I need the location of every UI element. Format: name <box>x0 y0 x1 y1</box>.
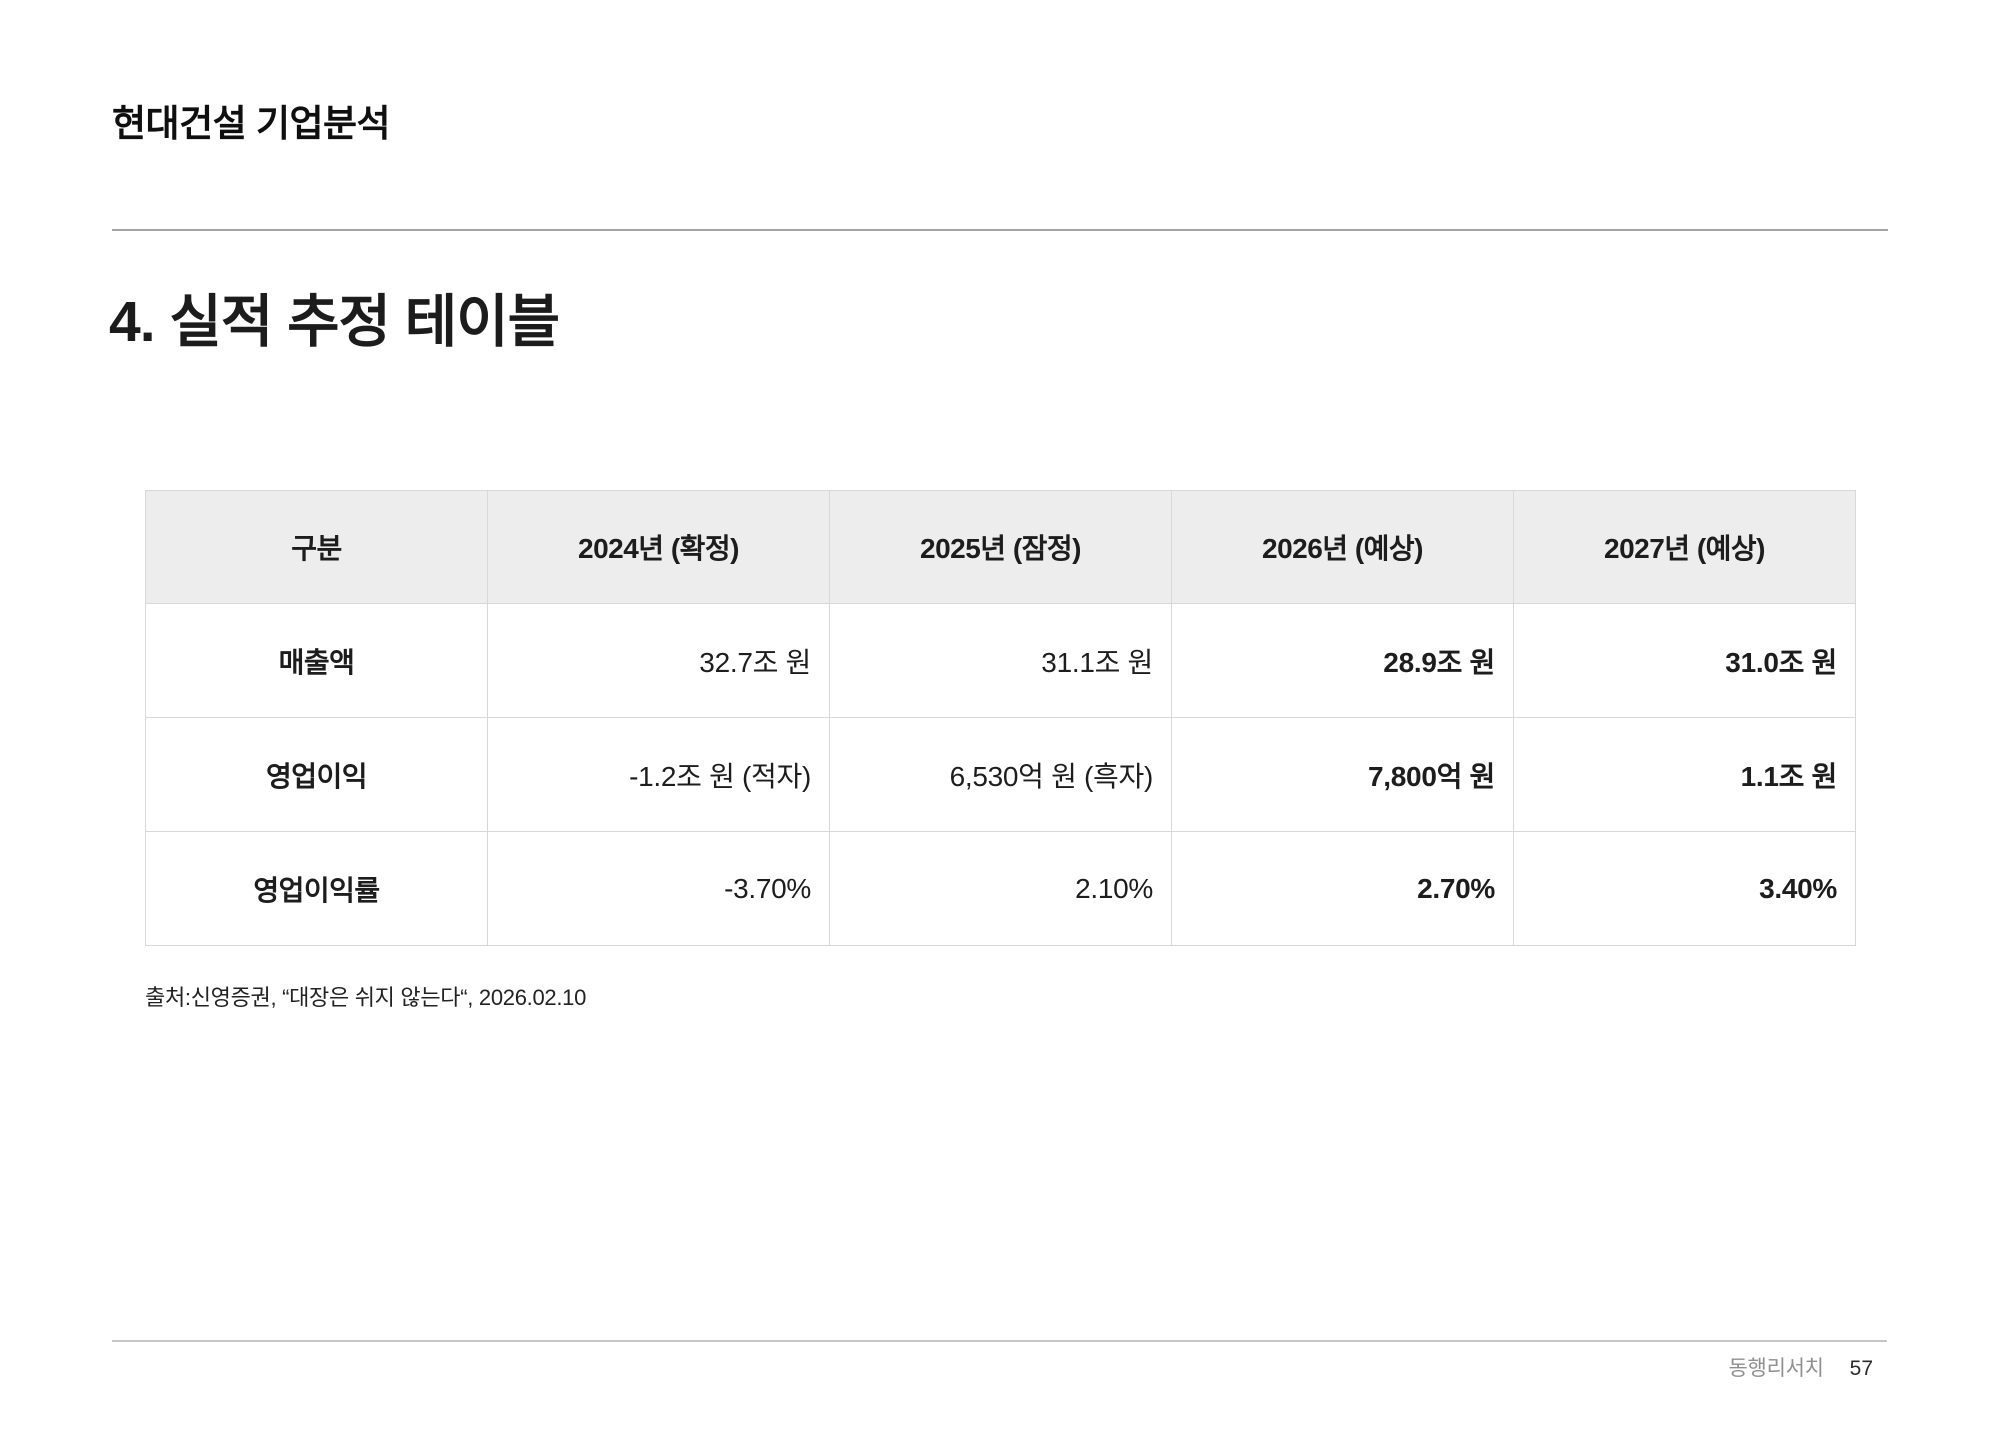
column-header-2026: 2026년 (예상) <box>1171 490 1514 604</box>
table-row-operating-margin: 영업이익률 -3.70% 2.10% 2.70% 3.40% <box>145 831 1856 946</box>
estimate-table: 구분 2024년 (확정) 2025년 (잠정) 2026년 (예상) 2027… <box>145 490 1856 946</box>
table-cell: 31.1조 원 <box>829 603 1172 718</box>
table-cell: 1.1조 원 <box>1513 717 1856 832</box>
table-row-revenue: 매출액 32.7조 원 31.1조 원 28.9조 원 31.0조 원 <box>145 603 1856 718</box>
table-cell: 28.9조 원 <box>1171 603 1514 718</box>
row-label: 영업이익률 <box>145 831 488 946</box>
column-header-2025: 2025년 (잠정) <box>829 490 1172 604</box>
page-number: 57 <box>1849 1357 1873 1380</box>
table-cell: 2.10% <box>829 831 1172 946</box>
footer: 동행리서치 57 <box>1729 1352 1873 1382</box>
column-header-2027: 2027년 (예상) <box>1513 490 1856 604</box>
column-header-2024: 2024년 (확정) <box>487 490 830 604</box>
header-divider <box>112 229 1888 231</box>
source-note: 출처:신영증권, “대장은 쉬지 않는다“, 2026.02.10 <box>145 985 587 1010</box>
table-cell: 31.0조 원 <box>1513 603 1856 718</box>
column-header-category: 구분 <box>145 490 488 604</box>
table-header-row: 구분 2024년 (확정) 2025년 (잠정) 2026년 (예상) 2027… <box>145 490 1856 604</box>
table-cell: 6,530억 원 (흑자) <box>829 717 1172 832</box>
table-cell: 32.7조 원 <box>487 603 830 718</box>
table-cell: 7,800억 원 <box>1171 717 1514 832</box>
footer-divider <box>112 1340 1887 1342</box>
footer-brand: 동행리서치 <box>1728 1357 1824 1380</box>
table-cell: 3.40% <box>1513 831 1856 946</box>
section-title: 4. 실적 추정 테이블 <box>109 290 560 354</box>
document-title: 현대건설 기업분석 <box>112 103 391 144</box>
table-row-operating-profit: 영업이익 -1.2조 원 (적자) 6,530억 원 (흑자) 7,800억 원… <box>145 717 1856 832</box>
table-cell: -3.70% <box>487 831 830 946</box>
row-label: 영업이익 <box>145 717 488 832</box>
row-label: 매출액 <box>145 603 488 718</box>
table-cell: -1.2조 원 (적자) <box>487 717 830 832</box>
table-cell: 2.70% <box>1171 831 1514 946</box>
